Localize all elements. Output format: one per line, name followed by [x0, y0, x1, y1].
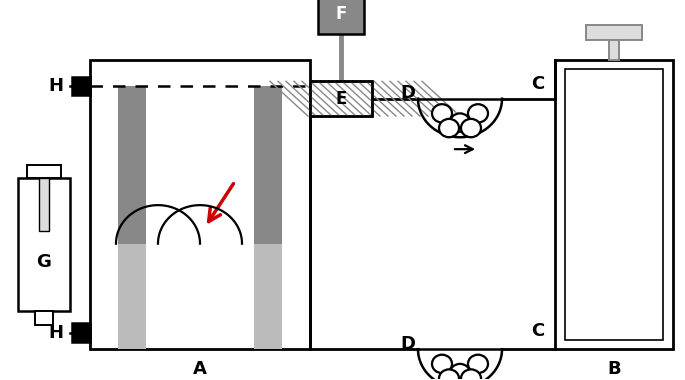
Circle shape	[468, 355, 488, 373]
Bar	[90, 60, 310, 349]
Text: A: A	[193, 360, 207, 378]
Bar	[118, 244, 146, 349]
Circle shape	[461, 369, 481, 380]
Bar	[27, 165, 61, 177]
Bar	[254, 244, 282, 349]
Text: B: B	[607, 360, 621, 378]
Bar	[72, 77, 90, 95]
Text: H: H	[49, 77, 64, 95]
Bar	[118, 86, 146, 244]
Bar	[72, 323, 90, 342]
Circle shape	[439, 369, 459, 380]
Bar	[609, 40, 619, 60]
Bar	[310, 81, 372, 116]
Circle shape	[450, 364, 470, 380]
Bar	[318, 0, 364, 35]
Text: D: D	[401, 84, 416, 102]
Text: F: F	[336, 5, 347, 23]
Bar	[586, 25, 642, 40]
Circle shape	[461, 119, 481, 137]
Text: G: G	[36, 253, 51, 271]
Circle shape	[432, 104, 452, 123]
Bar	[39, 177, 49, 231]
Bar	[555, 60, 673, 349]
Bar	[254, 86, 282, 244]
Bar	[18, 177, 70, 311]
Circle shape	[432, 355, 452, 373]
Text: C: C	[532, 75, 545, 93]
Text: H: H	[49, 324, 64, 342]
Circle shape	[439, 119, 459, 137]
Circle shape	[450, 113, 470, 132]
Text: C: C	[532, 322, 545, 340]
Bar	[91, 244, 309, 348]
Bar	[310, 81, 372, 116]
Circle shape	[468, 104, 488, 123]
Text: D: D	[401, 335, 416, 353]
Bar	[35, 311, 53, 325]
Text: E: E	[336, 90, 347, 108]
Bar	[565, 69, 663, 340]
